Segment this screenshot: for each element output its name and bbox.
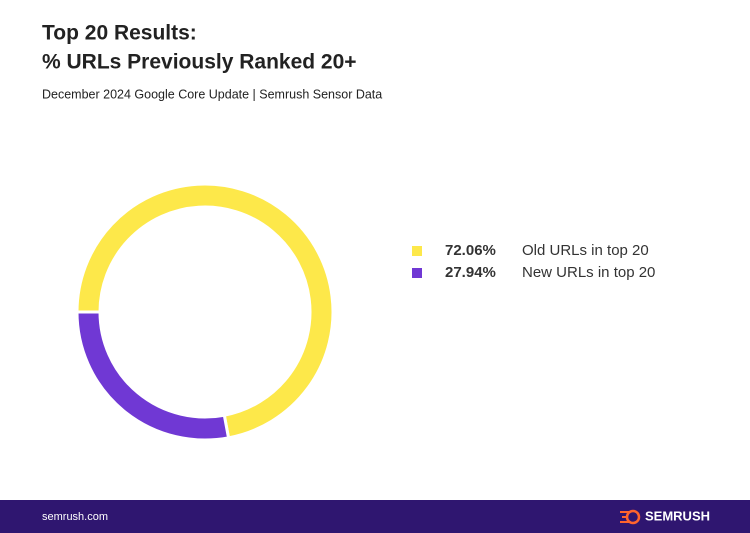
logo-icon	[620, 509, 641, 525]
footer-site: semrush.com	[42, 511, 108, 523]
chart-title: % URLs Previously Ranked 20+	[42, 51, 357, 74]
legend-value: 72.06%	[445, 242, 496, 259]
legend-swatch	[412, 246, 422, 256]
footer-brand: SEMRUSH	[645, 508, 710, 523]
legend-value: 27.94%	[445, 264, 496, 281]
legend-swatch	[412, 268, 422, 278]
legend-label: Old URLs in top 20	[522, 242, 649, 259]
legend-label: New URLs in top 20	[522, 264, 655, 281]
donut-segment	[75, 182, 335, 440]
donut-segment	[75, 310, 231, 442]
chart-subtitle: December 2024 Google Core Update | Semru…	[42, 87, 382, 101]
chart-title: Top 20 Results:	[42, 22, 197, 45]
footer-bar	[0, 500, 750, 533]
